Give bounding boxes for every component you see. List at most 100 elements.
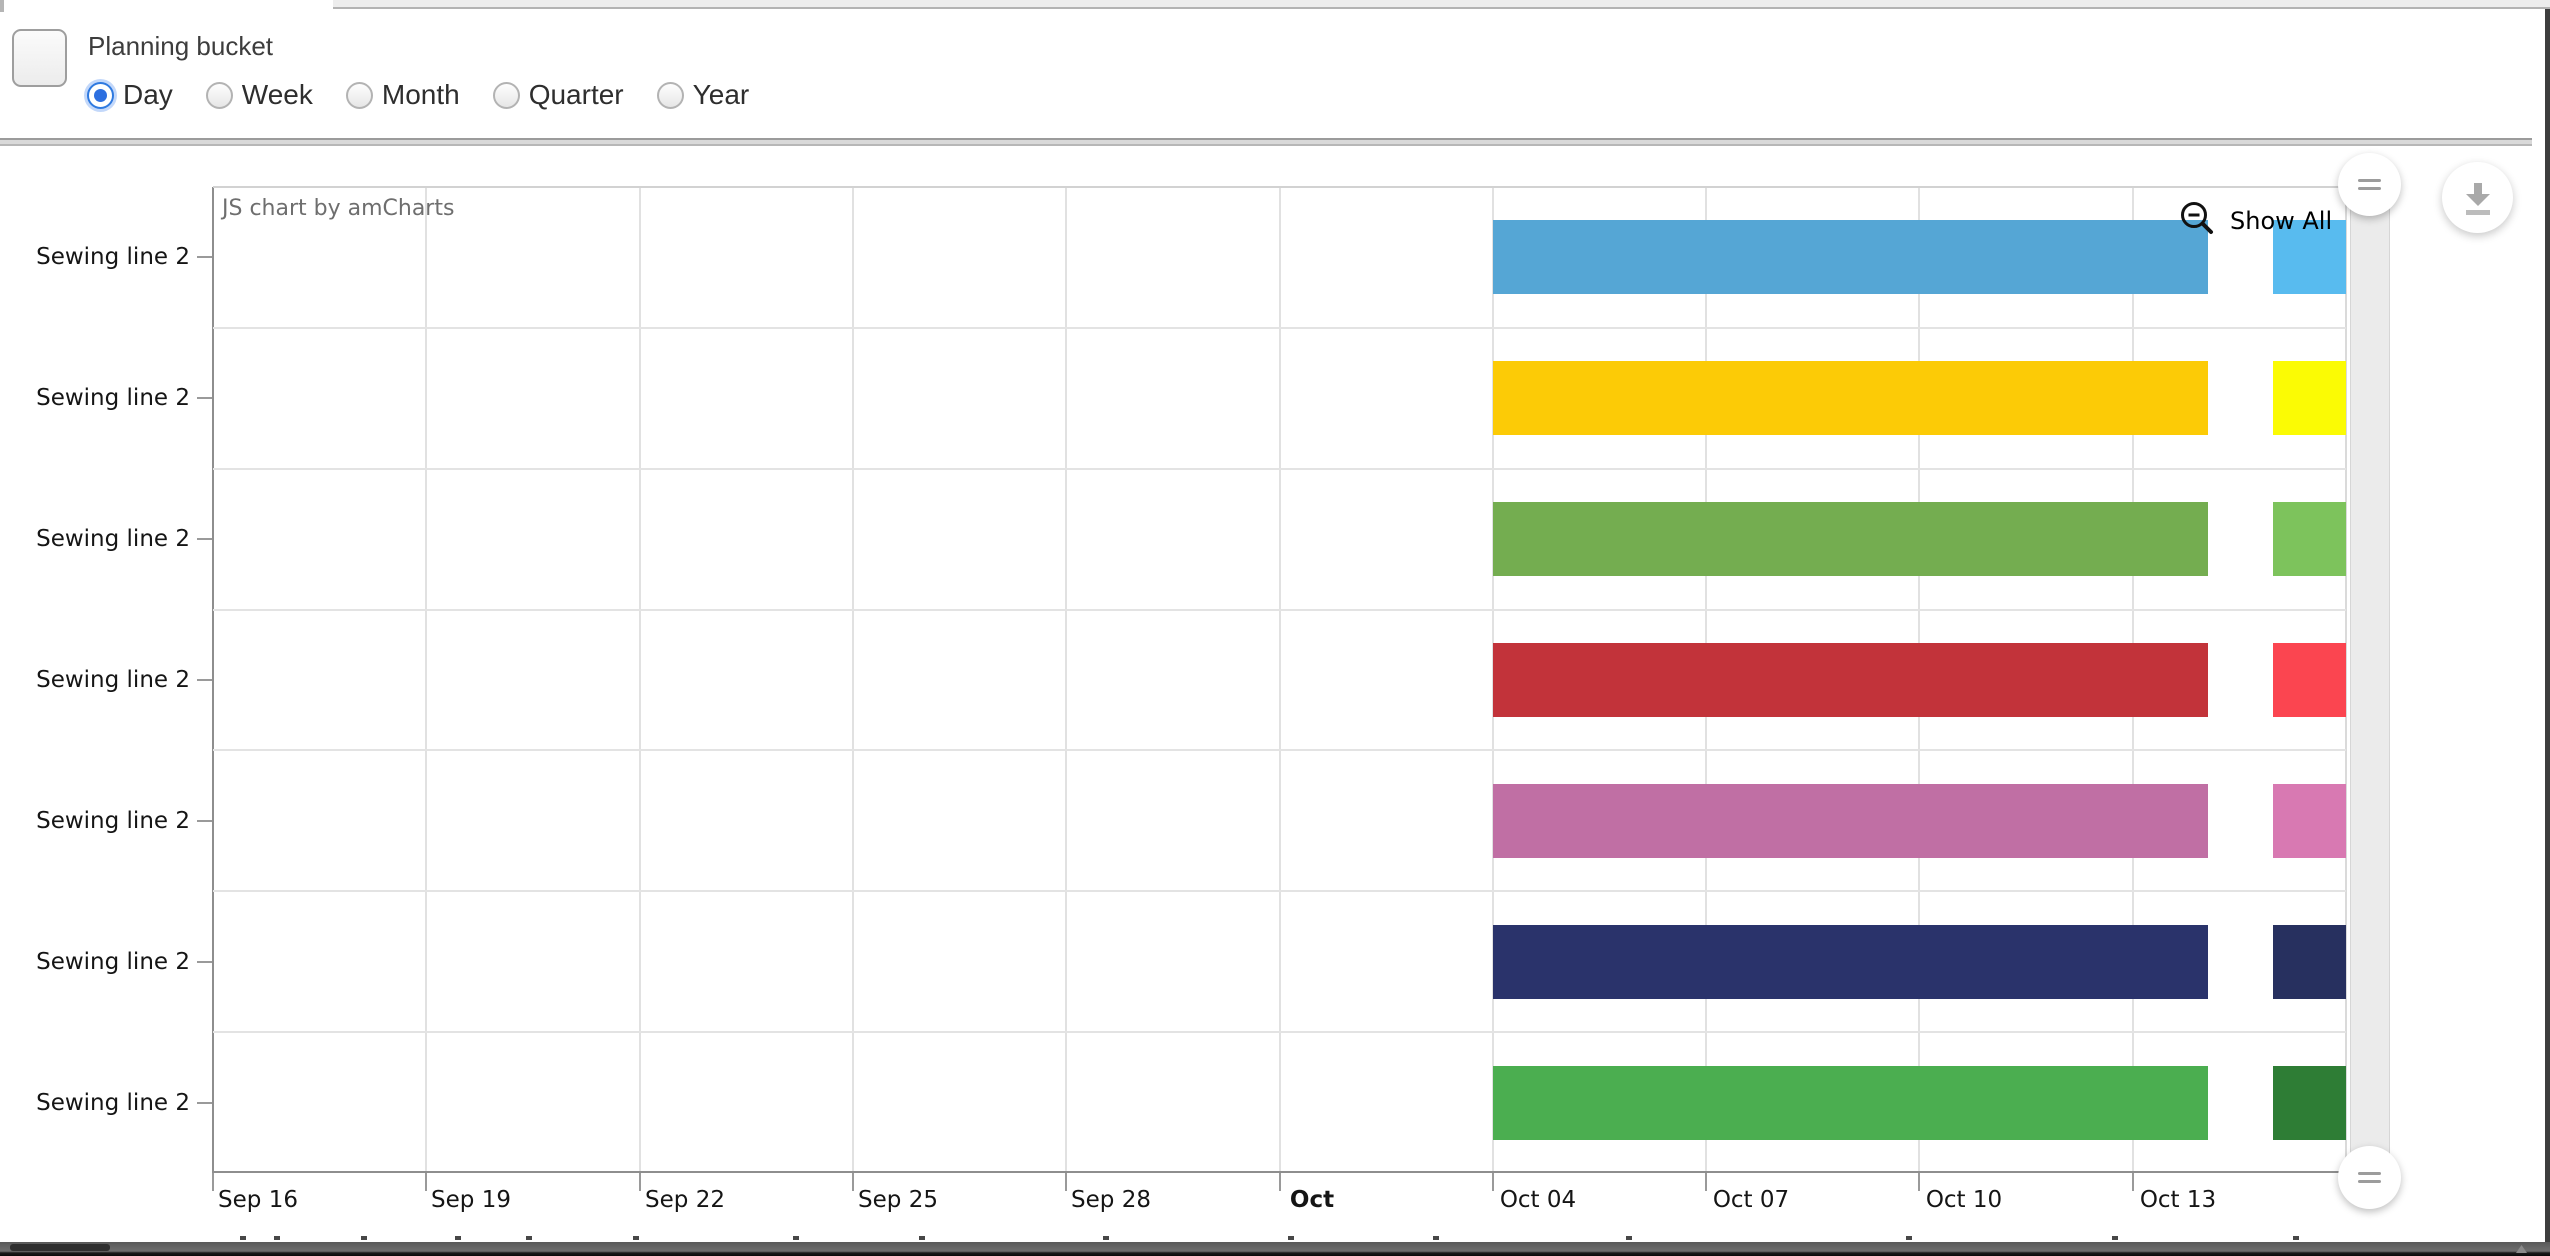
planning-checkbox[interactable] bbox=[12, 29, 67, 87]
gantt-bar-main[interactable] bbox=[1493, 502, 2208, 576]
bucket-option-month[interactable]: Month bbox=[345, 79, 460, 111]
grid-line-vertical bbox=[1065, 187, 1067, 1173]
category-tick bbox=[197, 820, 212, 822]
horizontal-scrollbar[interactable] bbox=[0, 1242, 2550, 1256]
window-right-edge bbox=[2545, 9, 2550, 1256]
row-separator bbox=[213, 1031, 2346, 1033]
clipped-text-fragment bbox=[1288, 1236, 1294, 1240]
radio-icon bbox=[492, 81, 520, 109]
clipped-text-fragment bbox=[793, 1236, 799, 1240]
x-axis-label: Oct bbox=[1289, 1187, 1335, 1213]
show-all-label: Show All bbox=[2230, 207, 2333, 235]
gantt-bar-main[interactable] bbox=[1493, 220, 2208, 294]
window-corner-sliver bbox=[0, 0, 4, 12]
clipped-text-fragment bbox=[455, 1236, 461, 1240]
clipped-text-fragment bbox=[2112, 1236, 2118, 1240]
gantt-bar-main[interactable] bbox=[1493, 925, 2208, 999]
grid-line-vertical bbox=[1279, 187, 1281, 1173]
x-axis-line bbox=[213, 1171, 2346, 1173]
row-label: Sewing line 2 bbox=[36, 385, 190, 411]
gantt-bar-overflow[interactable] bbox=[2273, 361, 2346, 435]
x-axis-label: Sep 19 bbox=[431, 1187, 511, 1213]
radio-icon bbox=[87, 81, 114, 109]
bucket-option-day[interactable]: Day bbox=[87, 79, 173, 111]
gantt-bar-main[interactable] bbox=[1493, 643, 2208, 717]
axis-tick bbox=[1279, 1173, 1281, 1191]
grid-line-vertical bbox=[212, 187, 214, 1173]
gantt-bar-main[interactable] bbox=[1493, 361, 2208, 435]
row-label: Sewing line 2 bbox=[36, 808, 190, 834]
scrollbar-corner-mark bbox=[2516, 1245, 2527, 1253]
bucket-radio-group: Day Week Month Quarter Year bbox=[87, 79, 749, 111]
category-tick bbox=[197, 397, 212, 399]
vertical-scrollbar-track[interactable] bbox=[2350, 187, 2390, 1177]
plot-top-border bbox=[213, 186, 2346, 188]
gantt-bar-overflow[interactable] bbox=[2273, 1066, 2346, 1140]
gantt-bar-overflow[interactable] bbox=[2273, 925, 2346, 999]
clipped-text-fragment bbox=[1103, 1236, 1109, 1240]
category-tick bbox=[197, 538, 212, 540]
clipped-text-fragment bbox=[274, 1236, 280, 1240]
clipped-text-fragment bbox=[526, 1236, 532, 1240]
row-label: Sewing line 2 bbox=[36, 949, 190, 975]
category-tick bbox=[197, 256, 212, 258]
grid-line-vertical bbox=[425, 187, 427, 1173]
scrollbar-handle-bottom[interactable] bbox=[2338, 1146, 2401, 1209]
grid-line-vertical bbox=[2345, 187, 2347, 1173]
gantt-bar-main[interactable] bbox=[1493, 784, 2208, 858]
clipped-text-fragment bbox=[1906, 1236, 1912, 1240]
grip-line bbox=[2358, 187, 2381, 190]
radio-icon bbox=[205, 81, 233, 109]
axis-tick bbox=[1705, 1173, 1707, 1191]
row-separator bbox=[213, 468, 2346, 470]
download-button[interactable] bbox=[2442, 162, 2513, 233]
scrollbar-handle-top[interactable] bbox=[2338, 153, 2401, 216]
radio-icon bbox=[656, 81, 684, 109]
gantt-bar-main[interactable] bbox=[1493, 1066, 2208, 1140]
row-label: Sewing line 2 bbox=[36, 1090, 190, 1116]
bucket-option-quarter[interactable]: Quarter bbox=[492, 79, 624, 111]
axis-tick bbox=[425, 1173, 427, 1191]
clipped-text-fragment bbox=[2293, 1236, 2299, 1240]
radio-icon bbox=[345, 81, 373, 109]
x-axis-label: Sep 22 bbox=[645, 1187, 725, 1213]
row-separator bbox=[213, 890, 2346, 892]
grip-line bbox=[2358, 179, 2381, 182]
tab-strip-background bbox=[333, 0, 2550, 9]
row-label: Sewing line 2 bbox=[36, 244, 190, 270]
section-divider bbox=[0, 138, 2532, 146]
axis-tick bbox=[1918, 1173, 1920, 1191]
axis-tick bbox=[852, 1173, 854, 1191]
category-tick bbox=[197, 961, 212, 963]
show-all-button[interactable]: Show All bbox=[2178, 200, 2332, 242]
gantt-bar-overflow[interactable] bbox=[2273, 643, 2346, 717]
axis-tick bbox=[2132, 1173, 2134, 1191]
row-label: Sewing line 2 bbox=[36, 526, 190, 552]
row-separator bbox=[213, 327, 2346, 329]
axis-tick bbox=[1065, 1173, 1067, 1191]
clipped-text-fragment bbox=[919, 1236, 925, 1240]
x-axis-label: Oct 04 bbox=[1499, 1187, 1577, 1213]
grid-line-vertical bbox=[852, 187, 854, 1173]
gantt-bar-overflow[interactable] bbox=[2273, 502, 2346, 576]
grid-line-vertical bbox=[639, 187, 641, 1173]
axis-tick bbox=[212, 1173, 214, 1191]
axis-tick bbox=[1492, 1173, 1494, 1191]
grip-line bbox=[2358, 1180, 2381, 1183]
gantt-bar-overflow[interactable] bbox=[2273, 220, 2346, 294]
x-axis-label: Oct 13 bbox=[2139, 1187, 2217, 1213]
row-separator bbox=[213, 609, 2346, 611]
bucket-option-week[interactable]: Week bbox=[205, 79, 313, 111]
amcharts-watermark[interactable]: JS chart by amCharts bbox=[222, 196, 455, 221]
horizontal-scrollbar-thumb[interactable] bbox=[10, 1244, 110, 1251]
clipped-text-fragment bbox=[1626, 1236, 1632, 1240]
clipped-text-fragment bbox=[633, 1236, 639, 1240]
grip-line bbox=[2358, 1172, 2381, 1175]
gantt-bar-overflow[interactable] bbox=[2273, 784, 2346, 858]
bucket-option-year[interactable]: Year bbox=[656, 79, 749, 111]
x-axis-label: Sep 28 bbox=[1071, 1187, 1151, 1213]
x-axis-label: Sep 25 bbox=[858, 1187, 938, 1213]
clipped-text-fragment bbox=[361, 1236, 367, 1240]
